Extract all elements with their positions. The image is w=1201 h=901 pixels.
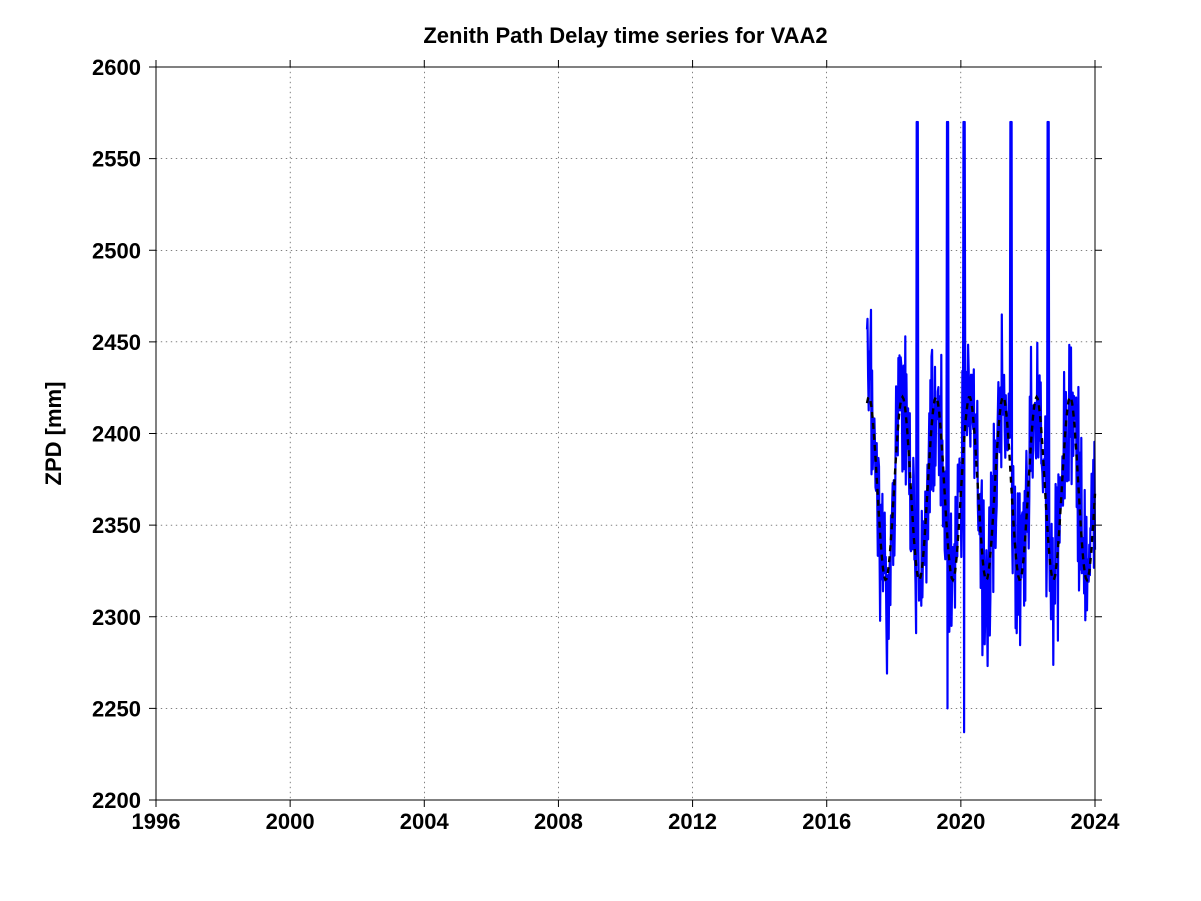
chart-svg: 1996200020042008201220162020202422002250… xyxy=(0,0,1201,901)
chart-title: Zenith Path Delay time series for VAA2 xyxy=(423,23,827,48)
xtick-label: 2004 xyxy=(400,809,450,834)
ytick-label: 2500 xyxy=(92,238,141,263)
xtick-label: 2012 xyxy=(668,809,717,834)
ytick-label: 2300 xyxy=(92,605,141,630)
xtick-label: 2024 xyxy=(1071,809,1121,834)
ytick-label: 2200 xyxy=(92,788,141,813)
ytick-label: 2550 xyxy=(92,147,141,172)
ytick-label: 2350 xyxy=(92,513,141,538)
xtick-label: 2008 xyxy=(534,809,583,834)
xtick-label: 2000 xyxy=(266,809,315,834)
xtick-label: 2020 xyxy=(936,809,985,834)
ytick-label: 2450 xyxy=(92,330,141,355)
y-axis-label: ZPD [mm] xyxy=(41,382,66,486)
chart-container: 1996200020042008201220162020202422002250… xyxy=(0,0,1201,901)
xtick-label: 2016 xyxy=(802,809,851,834)
ytick-label: 2400 xyxy=(92,422,141,447)
ytick-label: 2600 xyxy=(92,55,141,80)
ytick-label: 2250 xyxy=(92,696,141,721)
